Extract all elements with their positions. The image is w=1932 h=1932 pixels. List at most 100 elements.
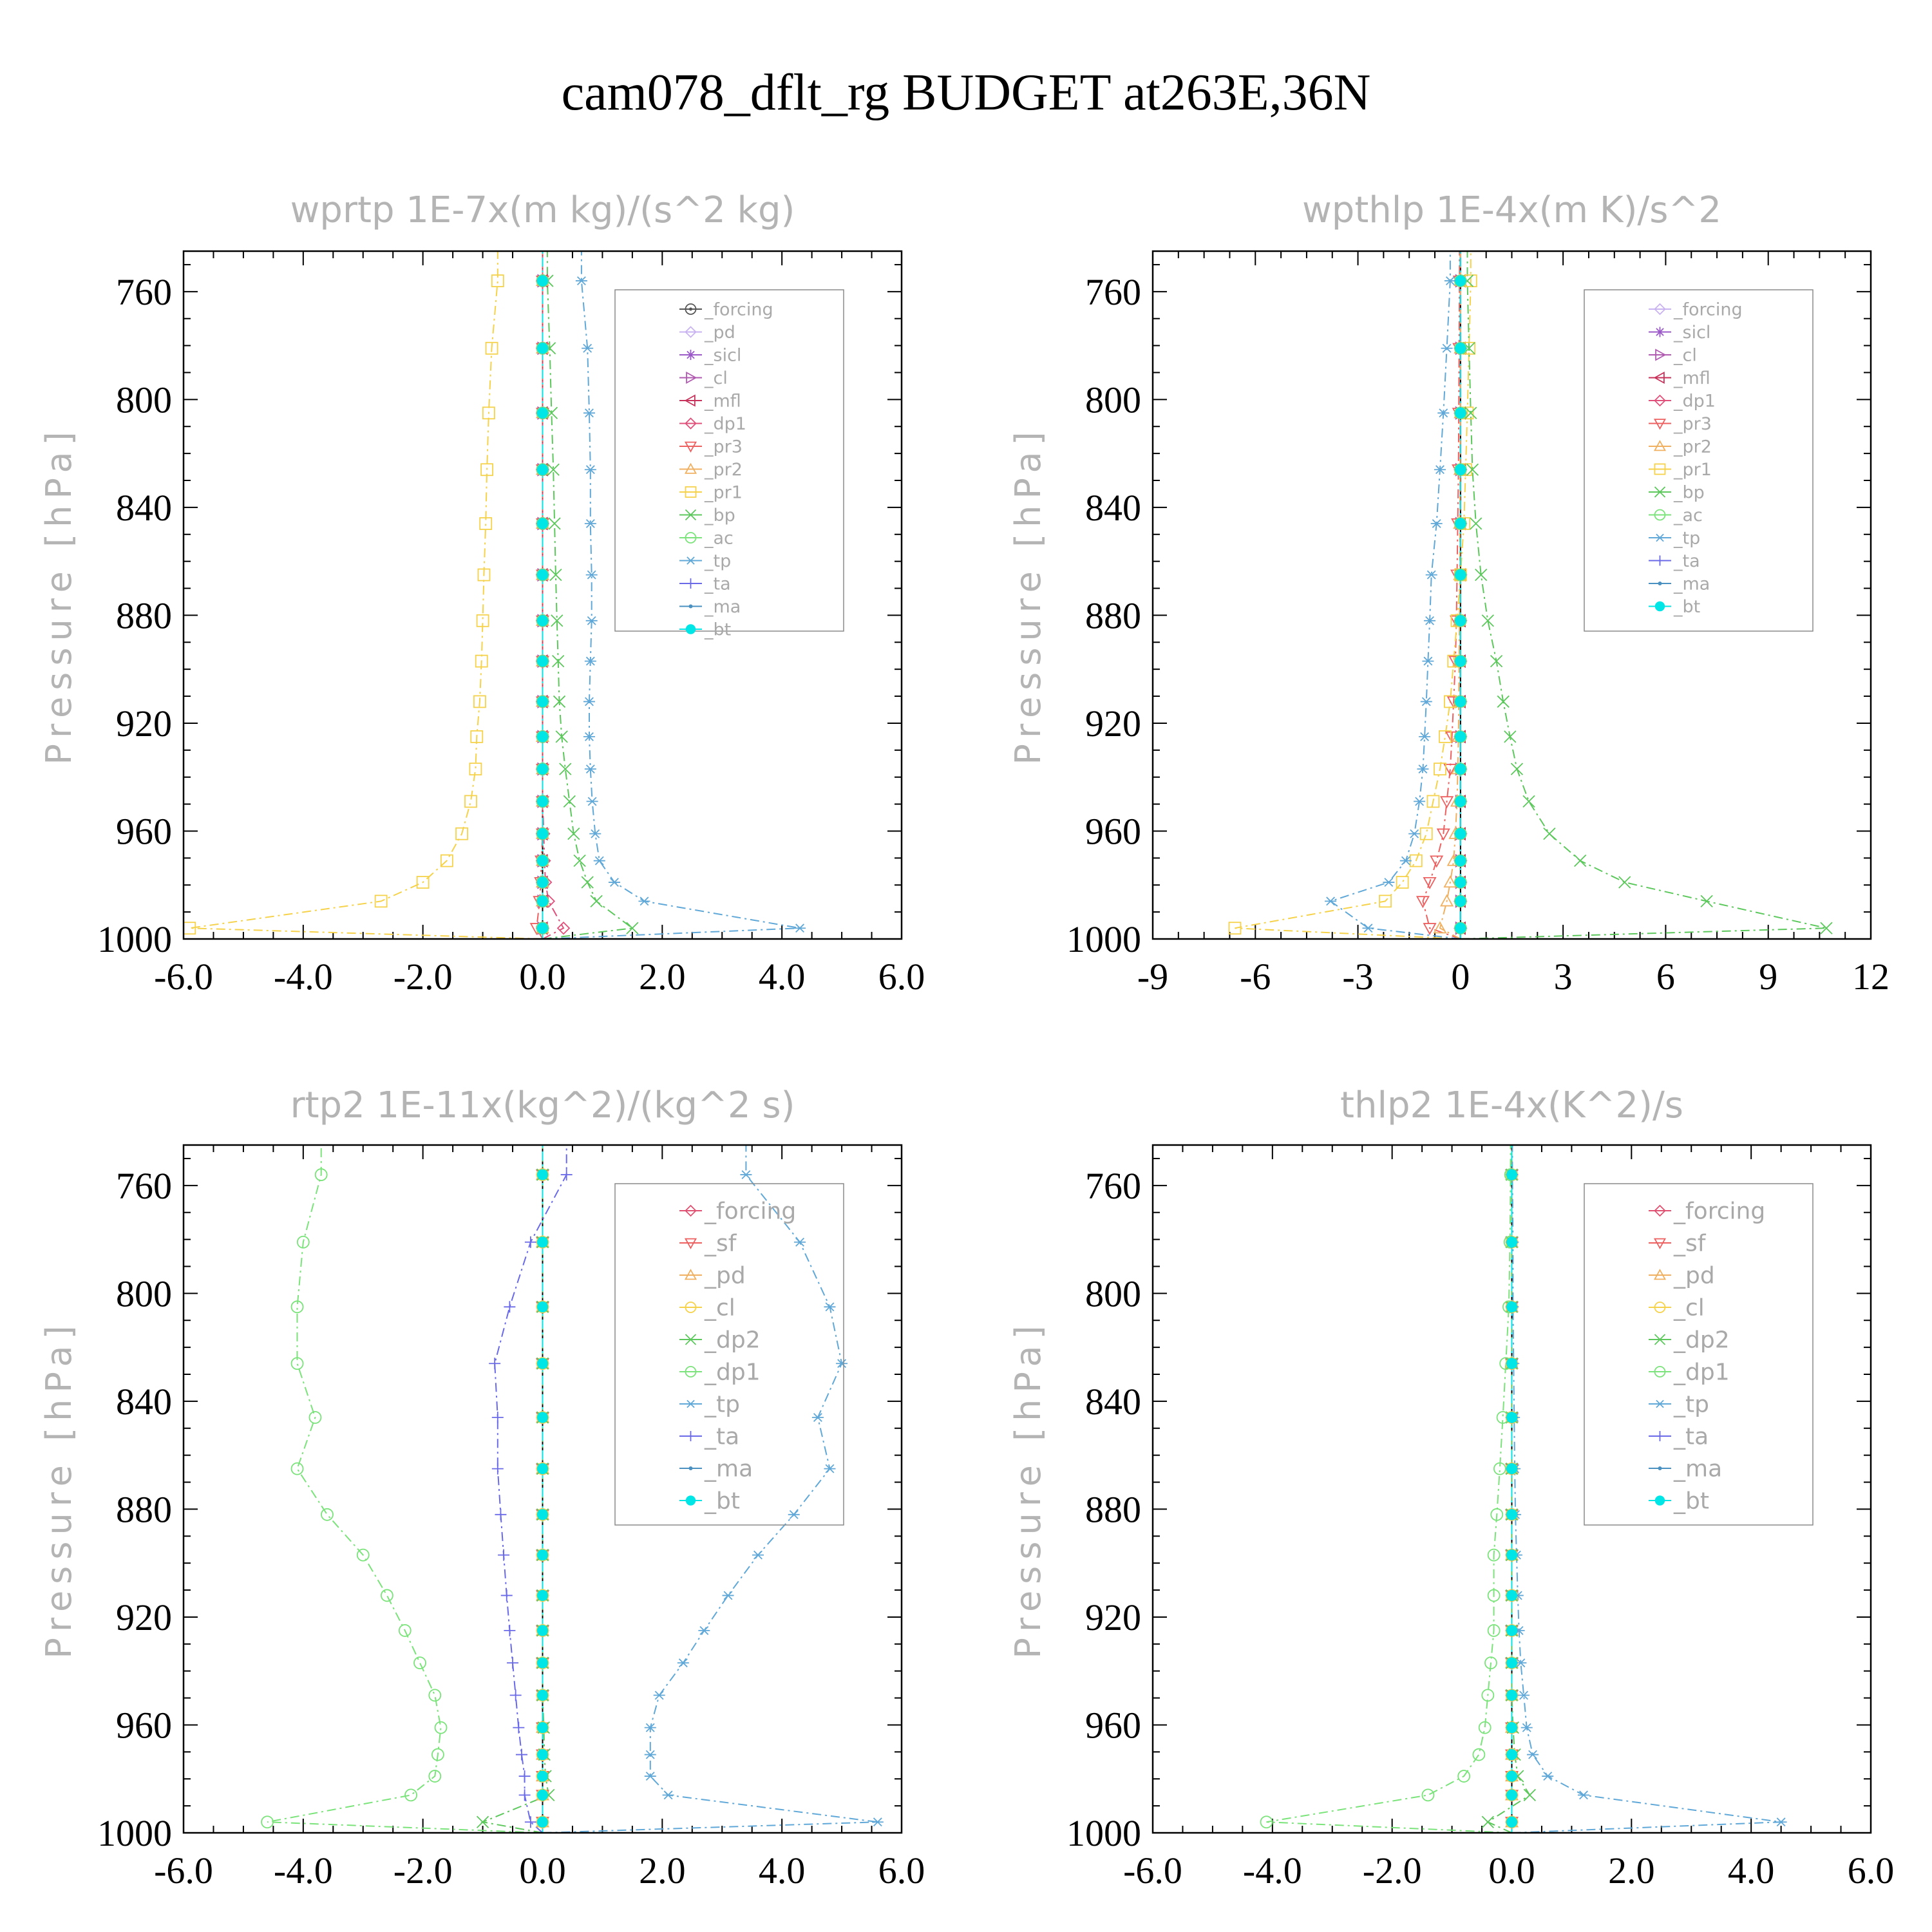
data-point [1506,1770,1518,1782]
legend-label: _sicl [1673,323,1710,343]
legend-label: _sf [1673,1231,1707,1257]
x-tick-label: 4.0 [759,956,806,998]
data-point [504,1301,516,1313]
y-tick-label: 1000 [97,1812,172,1854]
plot-area-wprtp [184,251,806,939]
data-point [470,730,484,743]
legend-marker [1654,394,1666,407]
data-point [489,1358,501,1370]
data-point [455,827,468,840]
legend-item: _cl [1649,345,1697,365]
data-point [1437,408,1450,418]
legend-label: _bt [1673,1488,1709,1515]
data-point [1422,656,1434,666]
data-point [518,1770,531,1783]
x-tick-label: -2.0 [1363,1850,1422,1891]
data-point [536,1657,549,1669]
series-markers-tp [1325,276,1456,933]
y-tick-label: 960 [116,810,172,852]
data-point [536,1411,549,1424]
legend-marker [1654,601,1665,612]
data-point [1543,828,1556,840]
legend-marker [686,371,697,384]
data-point [583,697,595,706]
data-point [536,1748,549,1761]
legend-item: _pr2 [679,460,743,480]
data-point [536,1816,549,1828]
data-point [609,878,620,887]
legend-item: _ta [679,574,731,594]
y-tick-label: 800 [116,1273,172,1314]
data-point [536,763,549,775]
data-point [381,1589,393,1602]
legend-item: _cl [1649,1295,1705,1321]
y-tick-label: 840 [116,487,172,529]
legend-box [1584,1183,1814,1526]
data-point [1455,275,1466,287]
legend-label: _ma [704,597,741,617]
legend-item: _dp1 [679,1359,761,1386]
data-point [507,1657,519,1669]
data-point [536,1625,549,1636]
data-point [1443,764,1457,776]
data-point [374,895,388,908]
x-tick-label: -2.0 [393,956,453,998]
series-line-dp1 [267,1145,543,1833]
data-point [536,1301,549,1312]
data-point [1506,1236,1518,1248]
legend-item: _sicl [679,345,741,365]
data-point [515,1748,527,1761]
data-point [536,922,549,934]
data-point [536,464,549,475]
data-point [536,1508,549,1521]
y-tick-label: 880 [1085,1488,1141,1530]
panel-title-thlp2: thlp2 1E-4x(K^2)/s [1340,1084,1683,1126]
data-point [1455,731,1466,743]
legend-marker [1654,1204,1666,1217]
plot-area-wpthlp [1228,251,1833,939]
panel-wpthlp: wpthlp 1E-4x(m K)/s^2 Pressure [hPa] -9 -6 -… [1008,189,1889,998]
data-point [653,1690,665,1700]
y-tick-label: 880 [1085,594,1141,636]
data-point [428,1770,442,1783]
data-point [1457,1770,1471,1783]
y-tick-label: 920 [1085,703,1141,744]
legend-item: _bt [679,1488,740,1515]
panels: wprtp 1E-7x(m kg)/(s^2 kg) Pressure [hPa]… [39,189,1894,1891]
data-point [536,1300,549,1314]
data-point [356,1548,370,1562]
data-point [559,762,572,775]
data-point [504,1624,516,1636]
panel-title-wpthlp: wpthlp 1E-4x(m K)/s^2 [1302,189,1721,231]
legend-item: _mfl [1649,368,1710,388]
data-point [794,1237,806,1247]
y-tick-label: 840 [1085,1381,1141,1423]
legend-label: _ta [1673,551,1700,571]
data-point [536,1412,549,1423]
legend-marker [685,417,697,430]
legend-label: _mfl [1673,368,1710,388]
x-tick-label: 12 [1852,956,1889,998]
legend-label: _ma [1673,574,1710,594]
legend-label: _pd [1673,1263,1715,1289]
x-tick-label: 3 [1554,956,1573,998]
data-point [1455,464,1466,475]
y-tick-label: 880 [116,1488,172,1530]
data-point [586,797,598,806]
data-point [1506,1509,1518,1520]
data-point [1506,1789,1518,1801]
data-point [536,615,549,627]
legend-item: _pr2 [1649,437,1712,457]
legend-label: _bt [704,620,731,639]
legend-item: _forcing [679,299,773,319]
data-point [585,570,598,580]
data-point [536,1689,549,1701]
legend-item: _ta [1649,551,1700,571]
data-point [1414,797,1426,806]
legend-label: _pr3 [1673,414,1712,434]
data-point [553,695,566,708]
legend-item: _forcing [679,1198,796,1225]
legend-label: _dp1 [1673,391,1716,411]
data-point [1436,828,1450,841]
legend-label: _dp1 [1673,1359,1730,1386]
